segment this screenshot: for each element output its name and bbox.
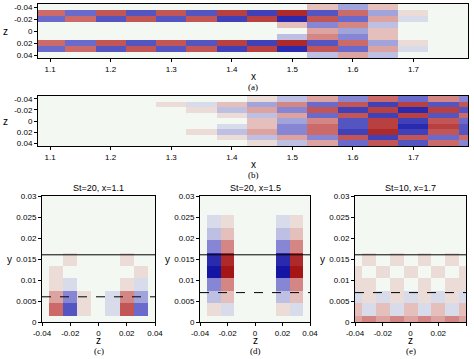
svg-text:0.02: 0.02 — [17, 128, 33, 137]
svg-text:z: z — [3, 26, 8, 37]
svg-text:0: 0 — [253, 329, 258, 338]
svg-text:1.6: 1.6 — [347, 153, 359, 162]
svg-text:-0.04: -0.04 — [33, 329, 52, 338]
svg-text:-0.04: -0.04 — [14, 95, 33, 104]
svg-text:z: z — [253, 335, 258, 346]
svg-text:0.01: 0.01 — [334, 276, 350, 285]
svg-text:0.02: 0.02 — [179, 234, 195, 243]
svg-text:0.005: 0.005 — [16, 297, 37, 306]
svg-text:0.04: 0.04 — [17, 51, 33, 60]
svg-text:(a): (a) — [248, 82, 258, 92]
svg-text:1.3: 1.3 — [166, 65, 178, 74]
svg-text:0: 0 — [28, 27, 33, 36]
svg-text:0.015: 0.015 — [174, 255, 195, 264]
svg-text:z: z — [96, 335, 101, 346]
svg-text:-0.02: -0.02 — [14, 106, 33, 115]
svg-text:x: x — [251, 71, 256, 82]
svg-text:0.01: 0.01 — [179, 276, 195, 285]
svg-text:z: z — [408, 335, 413, 346]
svg-text:-0.04: -0.04 — [14, 3, 33, 12]
svg-text:1.5: 1.5 — [287, 153, 299, 162]
svg-text:1.4: 1.4 — [226, 65, 238, 74]
svg-text:St=20, x=1.1: St=20, x=1.1 — [73, 183, 124, 193]
svg-text:0.02: 0.02 — [21, 234, 37, 243]
svg-text:0.025: 0.025 — [16, 213, 37, 222]
svg-text:0: 0 — [96, 329, 101, 338]
svg-text:0.04: 0.04 — [302, 329, 318, 338]
svg-text:0.03: 0.03 — [179, 192, 195, 201]
svg-text:y: y — [165, 254, 170, 265]
svg-text:0: 0 — [32, 318, 37, 327]
svg-text:-0.02: -0.02 — [61, 329, 80, 338]
svg-text:(c): (c) — [94, 346, 104, 356]
svg-text:0: 0 — [190, 318, 195, 327]
svg-text:0.03: 0.03 — [21, 192, 37, 201]
svg-text:z: z — [3, 116, 8, 127]
svg-text:-0.02: -0.02 — [14, 15, 33, 24]
svg-text:(b): (b) — [248, 170, 259, 180]
svg-text:-0.02: -0.02 — [374, 329, 393, 338]
svg-text:0.02: 0.02 — [430, 329, 446, 338]
svg-text:0.02: 0.02 — [334, 234, 350, 243]
svg-text:0: 0 — [345, 318, 350, 327]
svg-text:0.025: 0.025 — [174, 213, 195, 222]
svg-text:1.5: 1.5 — [287, 65, 299, 74]
svg-text:x: x — [251, 159, 256, 170]
svg-text:0.015: 0.015 — [16, 255, 37, 264]
svg-text:0.005: 0.005 — [329, 297, 350, 306]
svg-text:y: y — [320, 254, 325, 265]
svg-text:0.04: 0.04 — [17, 139, 33, 148]
svg-text:0: 0 — [408, 329, 413, 338]
svg-text:-0.02: -0.02 — [218, 329, 237, 338]
svg-text:1.7: 1.7 — [408, 153, 420, 162]
svg-text:1.2: 1.2 — [105, 65, 117, 74]
svg-text:1.6: 1.6 — [347, 65, 359, 74]
svg-text:(e): (e) — [406, 346, 416, 356]
svg-text:0.02: 0.02 — [17, 39, 33, 48]
svg-text:0.015: 0.015 — [329, 255, 350, 264]
svg-text:0: 0 — [28, 117, 33, 126]
svg-text:1.4: 1.4 — [226, 153, 238, 162]
svg-text:1.3: 1.3 — [166, 153, 178, 162]
svg-text:0.025: 0.025 — [329, 213, 350, 222]
svg-text:St=10, x=1.7: St=10, x=1.7 — [385, 183, 436, 193]
svg-text:0.04: 0.04 — [147, 329, 163, 338]
svg-text:(d): (d) — [250, 346, 261, 356]
svg-text:1.1: 1.1 — [45, 153, 57, 162]
svg-text:y: y — [7, 254, 12, 265]
svg-text:1.1: 1.1 — [45, 65, 57, 74]
svg-text:0.02: 0.02 — [275, 329, 291, 338]
svg-text:0.03: 0.03 — [334, 192, 350, 201]
svg-text:-0.04: -0.04 — [346, 329, 365, 338]
svg-text:0.02: 0.02 — [119, 329, 135, 338]
svg-text:-0.04: -0.04 — [191, 329, 210, 338]
svg-text:0.01: 0.01 — [21, 276, 37, 285]
svg-text:0.005: 0.005 — [174, 297, 195, 306]
svg-text:1.7: 1.7 — [408, 65, 420, 74]
svg-text:1.2: 1.2 — [105, 153, 117, 162]
svg-text:St=20, x=1.5: St=20, x=1.5 — [230, 183, 281, 193]
